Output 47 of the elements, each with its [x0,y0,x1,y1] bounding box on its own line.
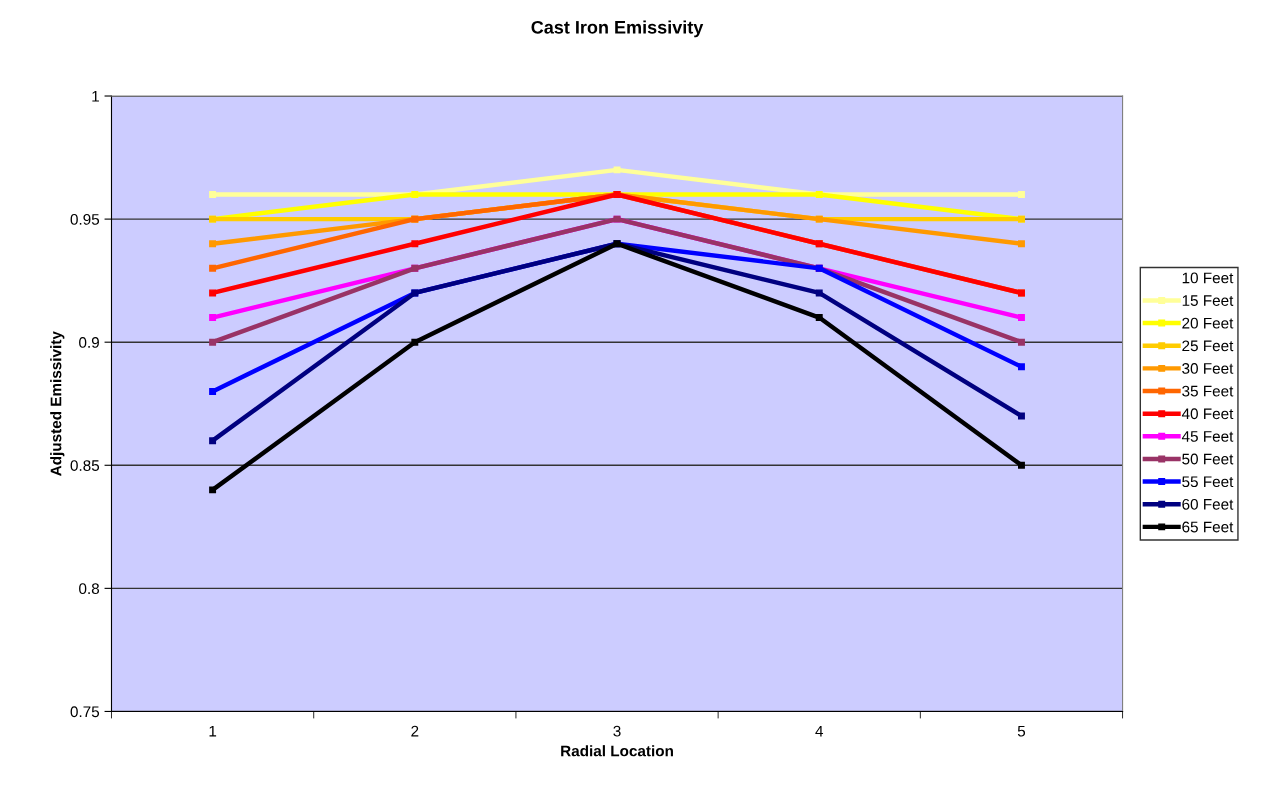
x-tick-label: 5 [1017,725,1026,737]
y-tick-label: 0.95 [70,213,100,225]
point [1017,412,1025,420]
y-tick-label: 0.8 [79,583,100,595]
y-tick-label: 0.9 [79,337,99,348]
x-tick-label: 2 [411,725,419,737]
point [815,289,823,297]
x-tick-label: 4 [815,725,824,737]
y-axis-title: Adjusted Emissivity [50,331,65,476]
legend-label: 15 Feet [1182,295,1234,306]
point [411,240,419,248]
point [1017,191,1025,198]
point [411,338,419,346]
point [209,338,217,346]
point [1017,240,1025,248]
legend-label: 40 Feet [1181,408,1234,420]
x-tick-label: 1 [209,725,217,737]
point [209,289,217,297]
legend-label: 55 Feet [1182,476,1234,488]
point [209,240,217,248]
legend-label: 60 Feet [1182,498,1234,510]
x-tick-label: 3 [613,725,621,737]
point [815,314,823,322]
legend-label: 20 Feet [1182,317,1234,329]
legend-label: 65 Feet [1182,521,1234,533]
y-tick-label: 0.75 [70,706,100,718]
legend-label: 50 Feet [1182,453,1234,465]
legend-label: 45 Feet [1181,431,1234,442]
point [1017,314,1025,322]
point [209,314,217,322]
legend-label: 25 Feet [1182,340,1234,352]
chart-title: Cast Iron Emissivity [531,20,704,38]
point [209,191,217,198]
point [1017,461,1025,469]
y-tick-label: 0.85 [70,460,100,471]
point [209,437,217,445]
point [613,166,621,174]
point [209,264,217,272]
y-tick-label: 1 [92,91,99,102]
point [209,486,217,494]
point [1017,363,1025,371]
legend-label: 35 Feet [1182,385,1234,397]
point [1017,338,1025,346]
legend-label: 30 Feet [1182,363,1234,374]
x-axis-title: Radial Location [561,745,673,757]
text: 10 Feet [1182,272,1234,284]
point [209,387,217,395]
